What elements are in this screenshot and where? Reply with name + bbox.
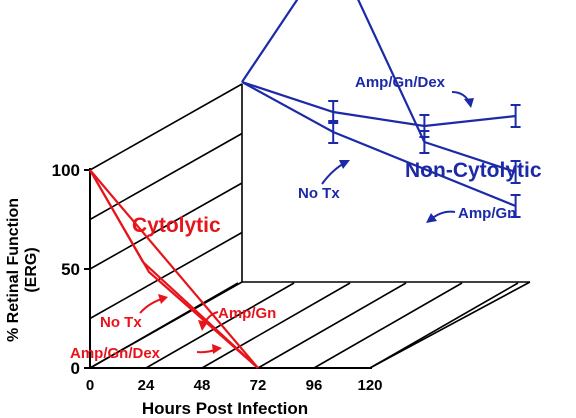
depth-floor bbox=[89, 83, 531, 369]
arrowhead-blue-amp-gn bbox=[426, 213, 437, 223]
x-tick-label: 96 bbox=[306, 377, 323, 394]
floor-depth-line bbox=[201, 282, 351, 369]
wall-depth-line bbox=[89, 281, 243, 369]
floor-depth-line bbox=[369, 282, 519, 369]
tick-labels: 0 24 48 72 96 120 0 50 100 bbox=[52, 161, 383, 394]
arrow-heads bbox=[158, 98, 474, 354]
x-tick-label: 48 bbox=[194, 377, 211, 394]
panel-label-cytolytic: Cytolytic bbox=[132, 214, 221, 237]
series-line-cytolytic-2 bbox=[89, 169, 259, 369]
x-tick-label: 24 bbox=[138, 377, 155, 394]
wall-depth-line bbox=[89, 182, 243, 270]
floor-depth-line bbox=[257, 282, 407, 369]
wall-depth-line bbox=[89, 231, 243, 320]
floor-depth-line bbox=[313, 282, 463, 369]
y-tick-label: 100 bbox=[52, 161, 80, 180]
series-line-cytolytic-1 bbox=[89, 169, 259, 369]
floor-depth-line bbox=[145, 282, 295, 369]
x-tick-label: 72 bbox=[250, 377, 267, 394]
right-floor-edge bbox=[369, 281, 531, 369]
cytolytic-series bbox=[89, 169, 259, 369]
series-line-non-cytolytic-2 bbox=[241, 80, 516, 128]
label-red-amp-gn-dex: Amp/Gn/Dex bbox=[70, 345, 161, 362]
panel-label-non-cytolytic: Non-Cytolytic bbox=[405, 159, 542, 182]
arrowhead-red-amp-gn bbox=[198, 320, 208, 331]
x-tick-label: 120 bbox=[357, 377, 382, 394]
wall-depth-line bbox=[89, 83, 243, 171]
series-line-non-cytolytic-0 bbox=[241, 0, 516, 174]
label-red-no-tx: No Tx bbox=[100, 314, 142, 331]
label-red-amp-gn: Amp/Gn bbox=[218, 305, 276, 322]
series-line-non-cytolytic-1 bbox=[241, 81, 517, 208]
non-cytolytic-series bbox=[241, 0, 521, 218]
label-blue-no-tx: No Tx bbox=[298, 185, 340, 202]
wall-depth-line bbox=[89, 132, 243, 221]
y-axis-label-line2: (ERG) bbox=[23, 247, 40, 292]
y-tick-label: 0 bbox=[71, 359, 80, 378]
label-blue-amp-gn-dex: Amp/Gn/Dex bbox=[355, 74, 446, 91]
arrowhead-red-amp-gn-dex bbox=[212, 344, 222, 354]
axes bbox=[84, 168, 372, 369]
y-tick-label: 50 bbox=[61, 260, 80, 279]
label-blue-amp-gn: Amp/Gn bbox=[458, 205, 516, 222]
arrowhead-red-no-tx bbox=[158, 294, 168, 304]
y-axis-label-line1: % Retinal Function bbox=[5, 198, 22, 342]
x-tick-label: 0 bbox=[86, 377, 94, 394]
x-axis-label: Hours Post Infection bbox=[142, 399, 308, 418]
arrowhead-blue-amp-gn-dex bbox=[464, 98, 474, 108]
arrowhead-blue-no-tx bbox=[339, 160, 350, 169]
